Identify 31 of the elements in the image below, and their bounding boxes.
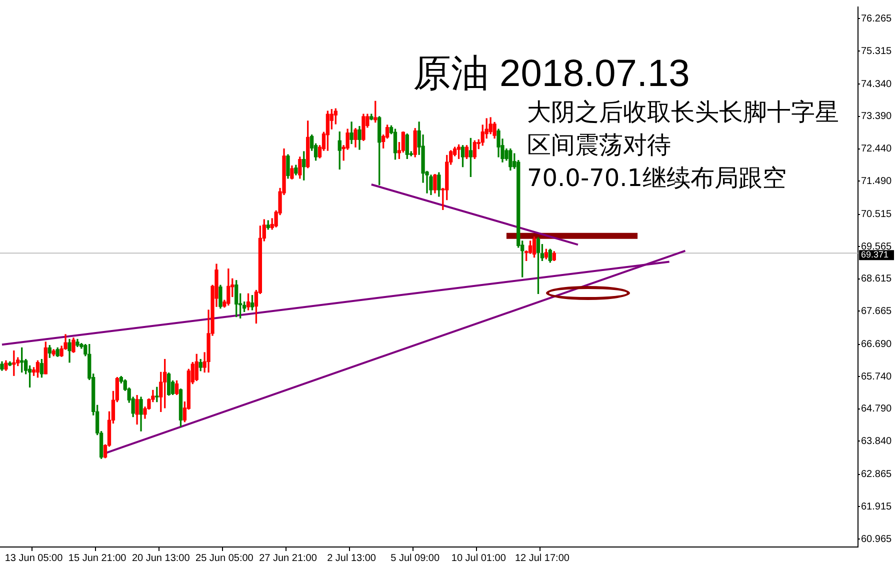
- y-tick-label: 63.840: [861, 436, 892, 447]
- x-tick-label: 5 Jul 09:00: [390, 552, 440, 564]
- x-tick-label: 13 Jun 05:00: [4, 552, 64, 564]
- y-tick-label: 61.915: [861, 501, 892, 512]
- y-tick-label: 67.665: [861, 306, 892, 317]
- y-tick-label: 70.515: [861, 209, 892, 220]
- y-tick-label: 66.690: [861, 339, 892, 350]
- y-tick-label: 74.340: [861, 78, 892, 90]
- y-tick-label: 62.865: [861, 469, 892, 480]
- y-tick-label: 76.265: [861, 13, 892, 24]
- x-tick-label: 2 Jul 13:00: [327, 552, 376, 564]
- y-tick-label: 68.615: [861, 274, 892, 285]
- x-tick-label: 12 Jul 17:00: [514, 552, 570, 564]
- y-tick-label: 64.790: [861, 404, 892, 415]
- x-tick-label: 10 Jul 01:00: [451, 552, 506, 564]
- y-tick-label: 73.390: [861, 111, 892, 122]
- text: 原油 2018.07.13: [413, 53, 690, 95]
- x-tick-label: 27 Jun 21:00: [259, 552, 318, 564]
- y-tick-label: 75.315: [861, 46, 892, 57]
- x-tick-label: 20 Jun 13:00: [132, 552, 190, 564]
- annotation: 70.0-70.1继续布局跟空: [527, 164, 787, 192]
- ref-line-label: 69.371: [861, 250, 889, 260]
- y-tick-label: 65.740: [861, 371, 892, 382]
- y-tick-label: 60.965: [861, 534, 892, 545]
- x-tick-label: 15 Jun 21:00: [68, 552, 127, 564]
- y-tick-label: 72.440: [861, 144, 892, 155]
- y-tick-label: 69.565: [861, 241, 892, 252]
- x-tick-label: 25 Jun 05:00: [196, 552, 254, 564]
- annotation: 区间震荡对待: [527, 131, 671, 159]
- annotation: 大阴之后收取长头长脚十字星: [527, 98, 839, 126]
- y-tick-label: 71.490: [861, 176, 892, 187]
